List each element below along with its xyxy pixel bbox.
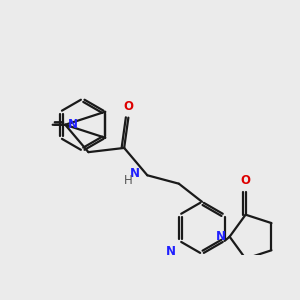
Text: N: N [216,230,226,243]
Text: O: O [123,100,134,112]
Text: N: N [68,118,78,131]
Text: H: H [124,174,133,187]
Text: N: N [166,245,176,258]
Text: O: O [241,173,250,187]
Text: N: N [130,167,140,180]
